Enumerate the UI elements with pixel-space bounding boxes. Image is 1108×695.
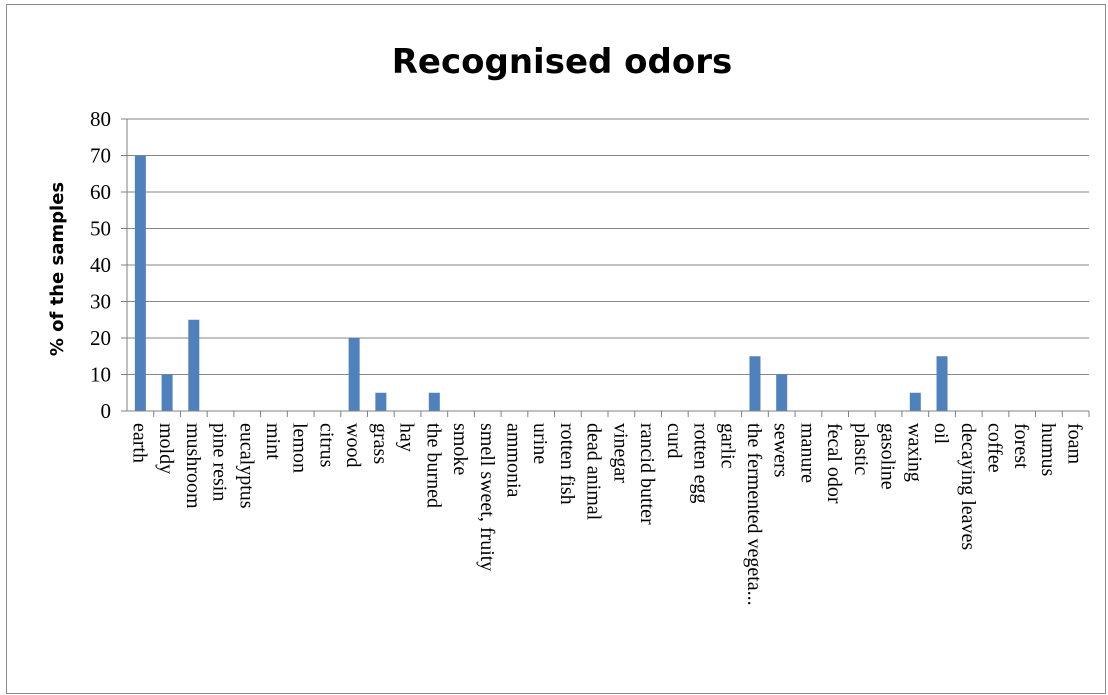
- bar: [428, 392, 440, 411]
- chart-area: Recognised odors 0 10 20 30 40 50 60 70 80 earth…: [6, 4, 1106, 694]
- y-tick-labels: 0 10 20 30 40 50 60 70 80: [90, 107, 127, 423]
- x-tick-label: coffee: [983, 423, 1005, 473]
- y-axis-label: % of the samples: [47, 182, 68, 356]
- x-tick-label: moldy: [155, 423, 177, 474]
- x-tick-label: curd: [663, 423, 685, 459]
- x-tick-label: foam: [1064, 423, 1086, 465]
- x-tick-label: smell sweet, fruity: [476, 423, 498, 571]
- x-tick-label: pine resin: [209, 423, 231, 501]
- chart: Recognised odors 0 10 20 30 40 50 60 70 80 earth…: [47, 42, 1090, 606]
- bar: [188, 319, 200, 411]
- y-tick-label: 40: [90, 253, 111, 277]
- x-tick-label: plastic: [850, 423, 872, 475]
- x-tick-label: rotten fish: [556, 423, 578, 505]
- x-tick-label: waxing: [903, 423, 925, 482]
- x-tick-label: mushroom: [182, 423, 204, 509]
- bar: [375, 392, 387, 411]
- x-tick-label: grass: [369, 423, 391, 464]
- y-tick-label: 0: [101, 399, 112, 423]
- x-tick-label: vinegar: [609, 423, 631, 483]
- y-tick-label: 10: [90, 363, 111, 387]
- bar: [936, 356, 948, 411]
- bar: [161, 374, 173, 411]
- x-tick-label: rotten egg: [690, 423, 712, 504]
- bar: [348, 338, 360, 411]
- x-tick-label: the fermented vegeta...: [743, 423, 765, 606]
- x-tick-label: gasoline: [877, 423, 899, 490]
- x-tick-label: decaying leaves: [957, 423, 979, 550]
- x-tick-label: eucalyptus: [235, 423, 257, 509]
- x-tick-label: citrus: [315, 423, 337, 468]
- x-tick-label: wood: [342, 423, 364, 467]
- bar: [749, 356, 761, 411]
- x-tick-label: sewers: [770, 423, 792, 478]
- bar: [909, 392, 921, 411]
- y-tick-label: 50: [90, 217, 111, 241]
- x-tick-labels: earth moldy mushroom pine resin eucalyptus mi…: [128, 411, 1090, 606]
- bars: [134, 155, 948, 411]
- y-tick-label: 80: [90, 107, 111, 131]
- x-tick-label: garlic: [716, 423, 738, 469]
- y-tick-label: 20: [90, 326, 111, 350]
- chart-title: Recognised odors: [392, 42, 732, 82]
- x-tick-label: rancid butter: [636, 423, 658, 525]
- y-tick-label: 30: [90, 290, 111, 314]
- x-tick-label: manure: [796, 423, 818, 483]
- x-tick-label: hay: [396, 423, 418, 452]
- x-tick-label: earth: [128, 423, 150, 463]
- y-tick-label: 70: [90, 144, 111, 168]
- x-tick-label: urine: [529, 423, 551, 464]
- x-tick-label: mint: [262, 423, 284, 460]
- x-tick-label: fecal odor: [823, 423, 845, 504]
- bar: [776, 374, 788, 411]
- x-tick-label: lemon: [289, 423, 311, 473]
- bar: [134, 155, 146, 411]
- x-tick-label: humus: [1037, 423, 1059, 477]
- x-tick-label: oil: [930, 423, 952, 445]
- gridlines: [127, 118, 1089, 375]
- y-tick-label: 60: [90, 180, 111, 204]
- x-tick-label: ammonia: [502, 423, 524, 498]
- x-tick-label: smoke: [449, 423, 471, 475]
- x-tick-label: the burned: [422, 423, 444, 508]
- x-tick-label: dead animal: [583, 423, 605, 521]
- x-tick-label: forest: [1010, 423, 1032, 469]
